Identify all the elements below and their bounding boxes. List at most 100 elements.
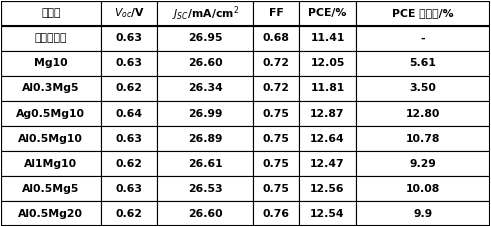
Text: FF: FF <box>269 8 283 18</box>
Text: 26.34: 26.34 <box>188 84 222 94</box>
Text: 0.62: 0.62 <box>116 84 143 94</box>
Bar <box>300 126 355 151</box>
Text: PCE 提高率/%: PCE 提高率/% <box>392 8 454 18</box>
Text: 0.75: 0.75 <box>263 184 290 194</box>
Bar <box>0 101 101 126</box>
Bar <box>101 26 158 51</box>
Text: 0.63: 0.63 <box>116 58 143 68</box>
Bar <box>355 1 491 26</box>
Text: 12.80: 12.80 <box>406 109 440 118</box>
Text: Al0.3Mg5: Al0.3Mg5 <box>22 84 80 94</box>
Bar <box>101 76 158 101</box>
Bar <box>300 51 355 76</box>
Bar <box>158 1 253 26</box>
Bar <box>253 176 300 201</box>
Bar <box>253 101 300 126</box>
Bar <box>0 126 101 151</box>
Text: 12.56: 12.56 <box>310 184 345 194</box>
Bar <box>300 1 355 26</box>
Bar <box>158 26 253 51</box>
Bar <box>300 151 355 176</box>
Bar <box>101 126 158 151</box>
Bar <box>253 201 300 226</box>
Text: 12.54: 12.54 <box>310 209 345 219</box>
Bar <box>158 101 253 126</box>
Bar <box>0 51 101 76</box>
Bar <box>101 101 158 126</box>
Bar <box>355 26 491 51</box>
Bar <box>101 51 158 76</box>
Bar <box>158 201 253 226</box>
Bar <box>253 126 300 151</box>
Bar <box>355 76 491 101</box>
Text: 26.95: 26.95 <box>188 33 222 43</box>
Bar <box>355 201 491 226</box>
Text: Al0.5Mg10: Al0.5Mg10 <box>19 133 83 143</box>
Bar <box>300 101 355 126</box>
Text: 0.76: 0.76 <box>263 209 290 219</box>
Text: Al0.5Mg5: Al0.5Mg5 <box>22 184 80 194</box>
Text: 26.60: 26.60 <box>188 58 222 68</box>
Text: 0.64: 0.64 <box>116 109 143 118</box>
Bar <box>253 76 300 101</box>
Bar <box>253 51 300 76</box>
Bar <box>300 76 355 101</box>
Bar <box>0 176 101 201</box>
Bar <box>0 151 101 176</box>
Text: $\mathit{V_{oc}}$/V: $\mathit{V_{oc}}$/V <box>114 6 145 20</box>
Text: 3.50: 3.50 <box>409 84 436 94</box>
Text: 0.75: 0.75 <box>263 133 290 143</box>
Text: Al1Mg10: Al1Mg10 <box>25 159 78 169</box>
Bar <box>300 176 355 201</box>
Bar <box>101 201 158 226</box>
Text: Mg10: Mg10 <box>34 58 68 68</box>
Bar <box>158 151 253 176</box>
Text: 12.47: 12.47 <box>310 159 345 169</box>
Text: 26.99: 26.99 <box>188 109 222 118</box>
Text: 26.53: 26.53 <box>188 184 222 194</box>
Text: Al0.5Mg20: Al0.5Mg20 <box>18 209 83 219</box>
Text: 10.78: 10.78 <box>406 133 440 143</box>
Text: 0.63: 0.63 <box>116 33 143 43</box>
Bar <box>253 26 300 51</box>
Bar <box>0 76 101 101</box>
Text: 11.81: 11.81 <box>310 84 345 94</box>
Bar <box>158 76 253 101</box>
Text: 0.62: 0.62 <box>116 159 143 169</box>
Bar <box>0 26 101 51</box>
Bar <box>158 51 253 76</box>
Text: 26.61: 26.61 <box>188 159 222 169</box>
Bar <box>355 176 491 201</box>
Text: $\mathit{J_{SC}}$/mA/cm$^2$: $\mathit{J_{SC}}$/mA/cm$^2$ <box>171 4 239 22</box>
Bar <box>253 151 300 176</box>
Text: 5.61: 5.61 <box>409 58 436 68</box>
Text: 12.64: 12.64 <box>310 133 345 143</box>
Text: 0.75: 0.75 <box>263 159 290 169</box>
Text: 11.41: 11.41 <box>310 33 345 43</box>
Text: 0.72: 0.72 <box>263 58 290 68</box>
Text: 9.29: 9.29 <box>409 159 436 169</box>
Text: 10.08: 10.08 <box>406 184 440 194</box>
Text: 26.89: 26.89 <box>188 133 222 143</box>
Text: 背接触: 背接触 <box>41 8 60 18</box>
Text: 0.68: 0.68 <box>263 33 290 43</box>
Text: 0.63: 0.63 <box>116 184 143 194</box>
Bar <box>101 176 158 201</box>
Bar <box>158 126 253 151</box>
Text: 0.75: 0.75 <box>263 109 290 118</box>
Text: 0.63: 0.63 <box>116 133 143 143</box>
Text: -: - <box>421 33 425 43</box>
Text: 空白对照例: 空白对照例 <box>35 33 67 43</box>
Bar <box>101 151 158 176</box>
Bar <box>300 26 355 51</box>
Text: PCE/%: PCE/% <box>308 8 347 18</box>
Bar <box>355 101 491 126</box>
Text: 12.05: 12.05 <box>310 58 345 68</box>
Bar <box>101 1 158 26</box>
Text: 0.72: 0.72 <box>263 84 290 94</box>
Bar <box>355 151 491 176</box>
Bar <box>0 1 101 26</box>
Bar <box>253 1 300 26</box>
Text: Ag0.5Mg10: Ag0.5Mg10 <box>16 109 85 118</box>
Bar <box>300 201 355 226</box>
